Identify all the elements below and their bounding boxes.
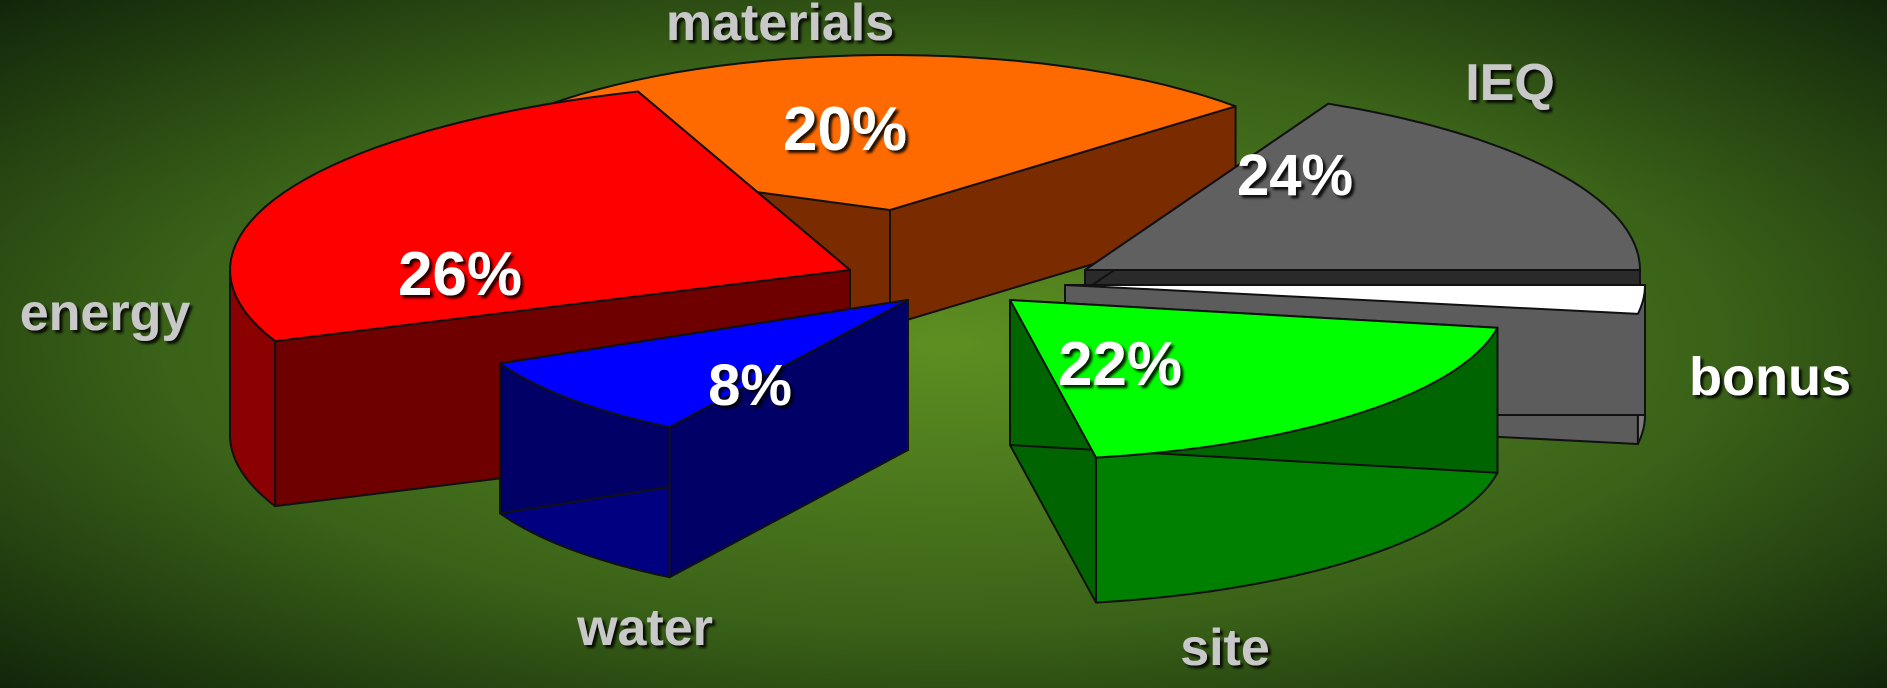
value-label-ieq: 24%: [1237, 143, 1353, 208]
slice-ieq: [1084, 102, 1641, 291]
slice-site: [1009, 299, 1499, 604]
value-label-energy: 26%: [398, 240, 522, 309]
slice-water-top: [499, 299, 909, 429]
label-energy: energy: [20, 284, 191, 342]
label-site: site: [1180, 619, 1270, 677]
label-bonus: bonus: [1689, 347, 1851, 407]
slice-energy-top: [229, 90, 851, 343]
slice-bonus-top: [1064, 284, 1646, 315]
slice-ieq-top: [1084, 102, 1641, 271]
slice-site-top: [1009, 299, 1499, 459]
value-label-site: 22%: [1058, 330, 1182, 399]
value-label-water: 8%: [708, 353, 792, 418]
pie-slices: [229, 54, 1646, 604]
label-materials: materials: [666, 0, 894, 52]
pie-labels: materials 20% IEQ 24% bonus site 22% water 8% ene…: [20, 0, 1851, 677]
slice-water: [499, 299, 909, 579]
label-ieq: IEQ: [1465, 54, 1555, 112]
label-water: water: [576, 599, 713, 657]
value-label-materials: 20%: [783, 95, 907, 164]
